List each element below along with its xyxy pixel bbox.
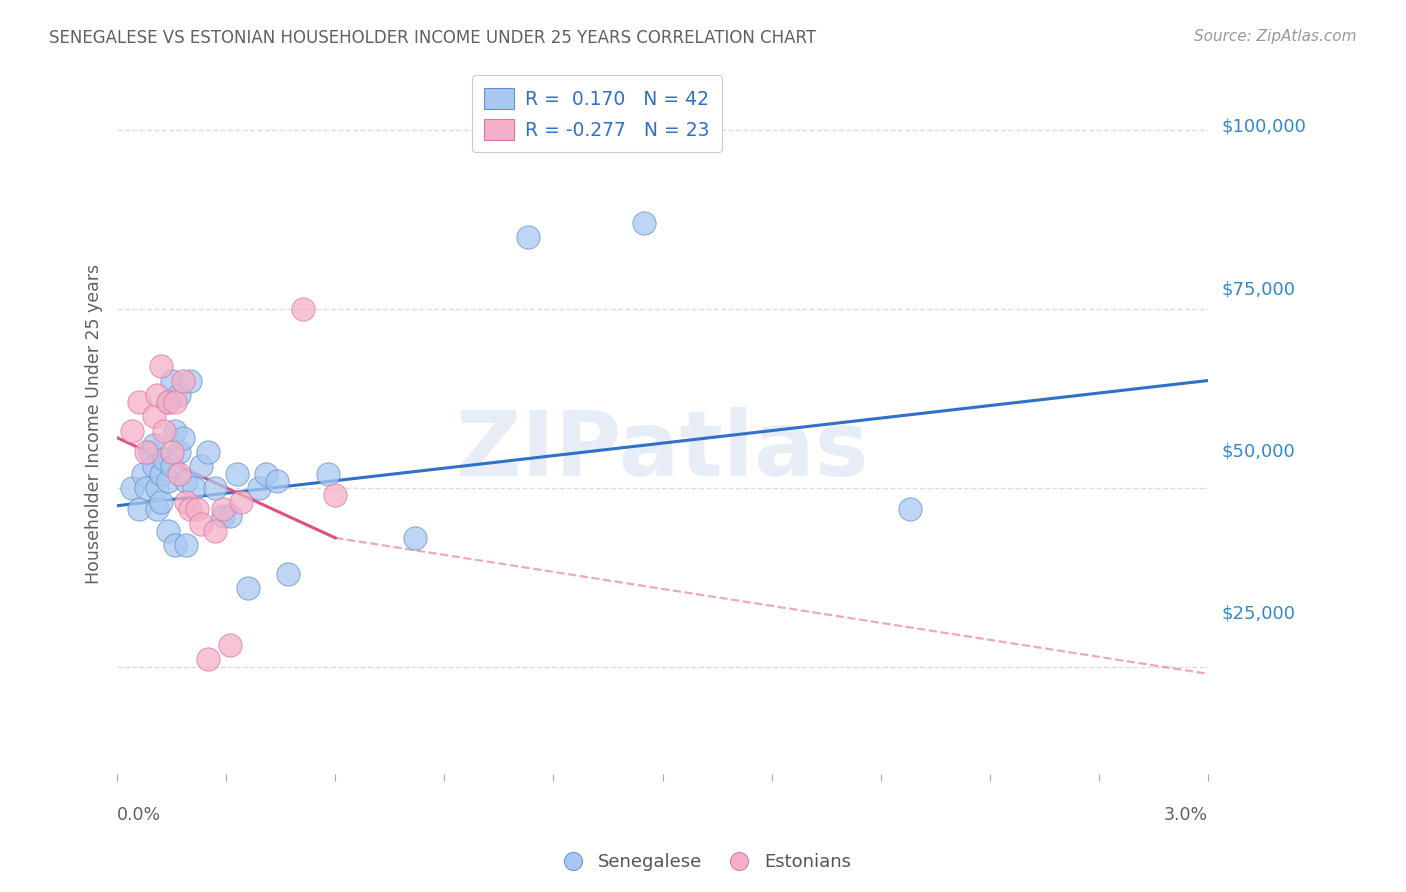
Point xyxy=(219,509,242,524)
Point xyxy=(174,495,197,509)
Point xyxy=(179,374,201,388)
Legend: R =  0.170   N = 42, R = -0.277   N = 23: R = 0.170 N = 42, R = -0.277 N = 23 xyxy=(472,75,723,153)
Point xyxy=(121,424,143,438)
Point xyxy=(160,445,183,459)
Point xyxy=(153,452,176,467)
Text: SENEGALESE VS ESTONIAN HOUSEHOLDER INCOME UNDER 25 YEARS CORRELATION CHART: SENEGALESE VS ESTONIAN HOUSEHOLDER INCOM… xyxy=(49,29,817,47)
Point xyxy=(174,474,197,488)
Point xyxy=(142,438,165,452)
Point xyxy=(323,488,346,502)
Point xyxy=(121,481,143,495)
Point xyxy=(128,502,150,516)
Point xyxy=(157,474,180,488)
Point xyxy=(157,395,180,409)
Point xyxy=(190,516,212,531)
Point xyxy=(219,638,242,652)
Point xyxy=(149,495,172,509)
Point xyxy=(160,459,183,474)
Point xyxy=(247,481,270,495)
Point xyxy=(291,301,314,316)
Text: Source: ZipAtlas.com: Source: ZipAtlas.com xyxy=(1194,29,1357,45)
Point xyxy=(266,474,288,488)
Point xyxy=(149,467,172,481)
Point xyxy=(204,524,226,538)
Point xyxy=(211,509,233,524)
Point xyxy=(157,524,180,538)
Point xyxy=(165,424,187,438)
Point xyxy=(146,388,169,402)
Point xyxy=(226,467,249,481)
Legend: Senegalese, Estonians: Senegalese, Estonians xyxy=(548,847,858,879)
Point xyxy=(898,502,921,516)
Point xyxy=(172,431,194,445)
Point xyxy=(190,459,212,474)
Point xyxy=(139,445,162,459)
Point xyxy=(167,445,190,459)
Point xyxy=(204,481,226,495)
Point xyxy=(197,445,219,459)
Point xyxy=(404,531,426,545)
Point xyxy=(183,481,205,495)
Point xyxy=(633,216,655,230)
Point xyxy=(160,374,183,388)
Point xyxy=(316,467,339,481)
Point xyxy=(146,481,169,495)
Point xyxy=(167,467,190,481)
Point xyxy=(197,652,219,666)
Point xyxy=(135,481,157,495)
Point xyxy=(146,502,169,516)
Point xyxy=(142,409,165,424)
Text: 3.0%: 3.0% xyxy=(1164,806,1208,824)
Point xyxy=(186,502,208,516)
Point xyxy=(172,374,194,388)
Point xyxy=(174,538,197,552)
Point xyxy=(142,459,165,474)
Point xyxy=(179,502,201,516)
Point xyxy=(165,538,187,552)
Point xyxy=(157,395,180,409)
Point xyxy=(165,395,187,409)
Text: 0.0%: 0.0% xyxy=(117,806,162,824)
Point xyxy=(211,502,233,516)
Point xyxy=(149,359,172,374)
Point xyxy=(517,230,540,244)
Text: ZIPatlas: ZIPatlas xyxy=(457,408,869,495)
Y-axis label: Householder Income Under 25 years: Householder Income Under 25 years xyxy=(86,263,103,583)
Point xyxy=(254,467,277,481)
Point xyxy=(229,495,252,509)
Point xyxy=(277,566,299,581)
Point xyxy=(131,467,153,481)
Point xyxy=(236,581,259,595)
Point xyxy=(153,424,176,438)
Point xyxy=(135,445,157,459)
Point xyxy=(167,388,190,402)
Point xyxy=(128,395,150,409)
